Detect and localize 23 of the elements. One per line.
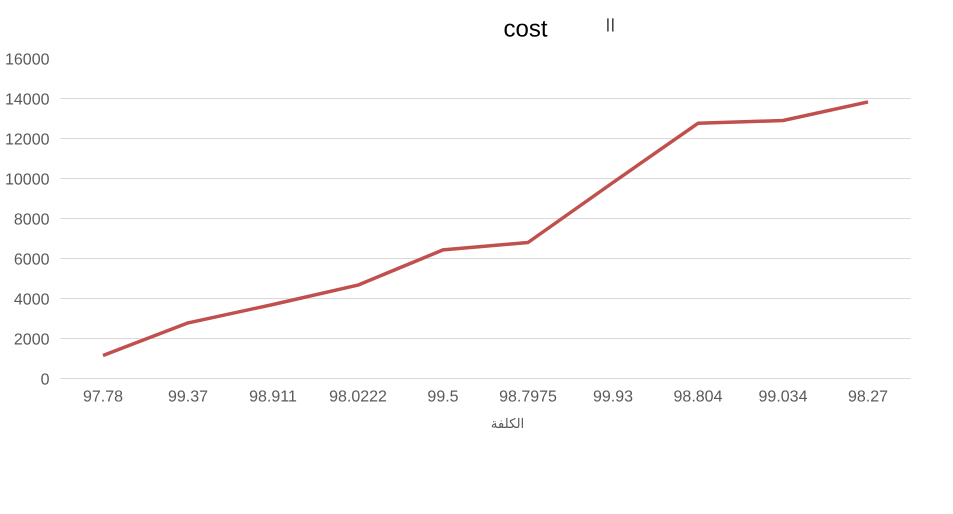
- x-tick-label: 98.27: [848, 388, 888, 406]
- y-tick-label: 6000: [14, 252, 50, 268]
- x-tick-label: 99.93: [592, 388, 634, 406]
- y-tick-label: 14000: [5, 92, 50, 108]
- x-tick-label: 97.78: [82, 388, 124, 406]
- text: الكلفة: [490, 416, 524, 432]
- y-tick-label: 2000: [14, 332, 50, 348]
- x-tick-label: 98.911: [249, 388, 297, 406]
- x-tick-label: 99.034: [758, 388, 808, 406]
- x-tick-label: 98.7975: [499, 388, 558, 406]
- y-tick-label: 10000: [5, 172, 50, 188]
- x-tick-label: 99.37: [168, 388, 208, 406]
- chart-title: cost: [503, 16, 548, 42]
- x-tick-label: 99.5: [427, 388, 459, 406]
- y-tick-label: 8000: [14, 212, 50, 228]
- line-series: [101, 100, 870, 358]
- y-tick-label: 16000: [5, 52, 50, 68]
- y-tick-label: 0: [40, 372, 50, 388]
- y-tick-label: 12000: [5, 132, 50, 148]
- y-tick-label: 4000: [14, 292, 50, 308]
- x-tick-label: 98.804: [674, 388, 723, 406]
- text: اا: [606, 16, 616, 36]
- x-tick-label: 98.0222: [329, 388, 388, 406]
